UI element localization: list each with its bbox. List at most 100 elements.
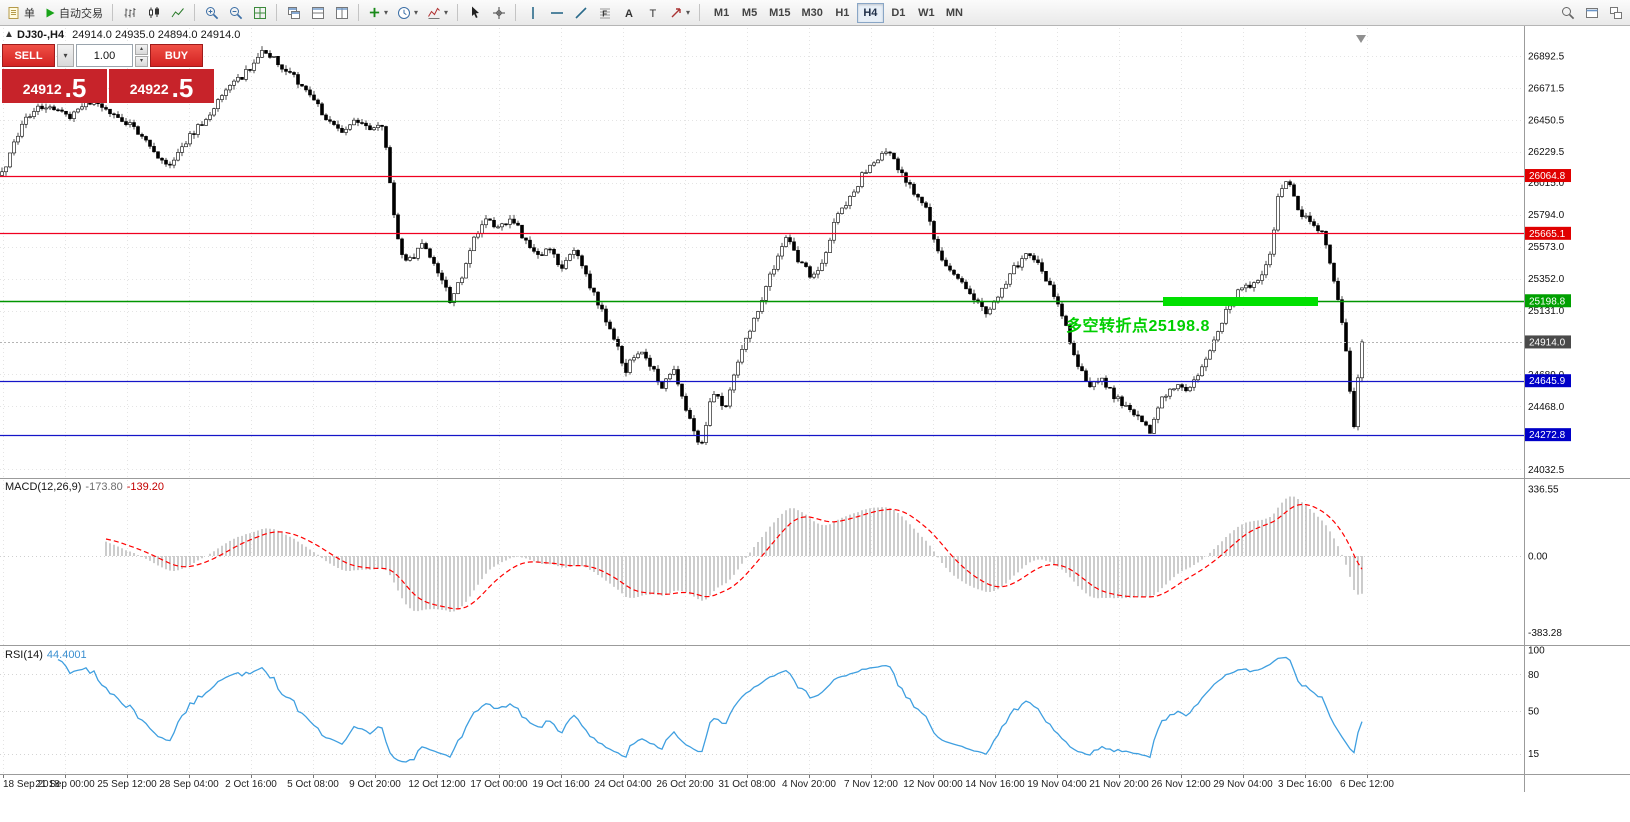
rsi-line <box>57 656 1363 763</box>
svg-text:21 Sep 00:00: 21 Sep 00:00 <box>35 779 95 790</box>
label-t-icon: T <box>649 8 656 20</box>
line-chart-button[interactable] <box>166 2 189 24</box>
line-chart-icon <box>171 7 184 17</box>
autotrading-button[interactable]: 自动交易 <box>40 2 107 24</box>
svg-text:24468.0: 24468.0 <box>1528 402 1565 413</box>
search-button[interactable] <box>1556 2 1579 24</box>
cascade-windows-button[interactable] <box>282 2 305 24</box>
tile-windows-button[interactable] <box>248 2 271 24</box>
turning-point-band[interactable] <box>1163 297 1318 306</box>
svg-text:100: 100 <box>1528 646 1545 657</box>
zoom-in-button[interactable] <box>200 2 223 24</box>
svg-text:80: 80 <box>1528 670 1540 681</box>
svg-text:24032.5: 24032.5 <box>1528 465 1565 476</box>
timeframe-h1[interactable]: H1 <box>829 3 856 23</box>
volume-dropdown-button[interactable]: ▾ <box>57 44 74 67</box>
volume-down-button[interactable]: ▾ <box>135 56 148 67</box>
crosshair-button[interactable] <box>487 2 510 24</box>
timeframe-d1[interactable]: D1 <box>885 3 912 23</box>
svg-text:T: T <box>649 8 656 20</box>
svg-text:24272.8: 24272.8 <box>1529 430 1566 441</box>
svg-text:A: A <box>625 8 633 20</box>
volume-up-button[interactable]: ▴ <box>135 44 148 55</box>
svg-text:25198.8: 25198.8 <box>1529 296 1566 307</box>
dropdown-caret-icon: ▾ <box>686 7 691 17</box>
price-badge-24645.9: 24645.9 <box>1525 374 1571 388</box>
horizontal-line-icon <box>550 11 563 14</box>
bar-chart-button[interactable] <box>118 2 141 24</box>
price-axis[interactable]: 26892.5 26671.5 26450.5 26229.5 26015.0 25794… <box>1525 51 1571 760</box>
horizontal-levels[interactable] <box>0 175 1524 437</box>
tile-vertical-button[interactable] <box>330 2 353 24</box>
timeframe-m1[interactable]: M1 <box>708 3 735 23</box>
svg-text:-383.28: -383.28 <box>1528 628 1562 639</box>
timeframe-m30[interactable]: M30 <box>796 3 827 23</box>
rsi-name: RSI(14) <box>5 649 43 661</box>
new-order-button[interactable]: 单 <box>3 2 39 24</box>
tile-horizontal-icon <box>311 6 324 19</box>
chart-shift-marker-icon[interactable] <box>1356 35 1366 43</box>
toolbar-separator <box>358 4 359 21</box>
buy-button[interactable]: BUY <box>150 44 203 67</box>
new-window-button[interactable] <box>1580 2 1603 24</box>
buy-price[interactable]: 24922 .5 <box>109 69 214 103</box>
autotrading-label: 自动交易 <box>59 7 103 20</box>
svg-text:6 Dec 12:00: 6 Dec 12:00 <box>1340 779 1394 790</box>
svg-text:26064.8: 26064.8 <box>1529 171 1566 182</box>
turning-point-annotation: 多空转折点25198.8 <box>1066 318 1210 335</box>
sell-button[interactable]: SELL <box>2 44 55 67</box>
svg-text:24914.0: 24914.0 <box>1529 337 1566 348</box>
svg-text:9 Oct 20:00: 9 Oct 20:00 <box>349 779 401 790</box>
svg-text:31 Oct 08:00: 31 Oct 08:00 <box>718 779 776 790</box>
svg-text:21 Nov 20:00: 21 Nov 20:00 <box>1089 779 1149 790</box>
arrange-windows-icon <box>1609 6 1622 19</box>
timeframe-m15[interactable]: M15 <box>764 3 795 23</box>
fibonacci-tool-button[interactable]: F <box>593 2 616 24</box>
svg-text:2 Oct 16:00: 2 Oct 16:00 <box>225 779 277 790</box>
one-click-panel-toggle[interactable]: ▲ <box>4 29 14 40</box>
label-tool-button[interactable]: T <box>641 2 664 24</box>
cursor-icon <box>471 6 479 18</box>
toolbar-separator <box>699 4 701 21</box>
symbol-period-label: DJ30-,H4 <box>17 29 65 41</box>
cursor-button[interactable] <box>463 2 486 24</box>
text-tool-button[interactable]: A <box>617 2 640 24</box>
sell-price[interactable]: 24912 .5 <box>2 69 107 103</box>
new-chart-plus-icon <box>369 7 380 18</box>
horizontal-line-tool-button[interactable] <box>545 2 568 24</box>
shapes-tool-button[interactable]: ▾ <box>665 2 694 24</box>
timeframe-h4[interactable]: H4 <box>856 2 884 23</box>
buy-price-frac: .5 <box>171 73 194 103</box>
macd-value-main: -173.80 <box>85 481 123 493</box>
timeframe-mn[interactable]: MN <box>941 3 968 23</box>
arrange-windows-button[interactable] <box>1604 2 1627 24</box>
timeframe-w1[interactable]: W1 <box>913 3 940 23</box>
indicators-button[interactable]: ▾ <box>423 2 452 24</box>
tile-horizontal-button[interactable] <box>306 2 329 24</box>
period-button[interactable]: ▾ <box>393 2 422 24</box>
svg-text:28 Sep 04:00: 28 Sep 04:00 <box>159 779 219 790</box>
dropdown-caret-icon: ▾ <box>444 7 449 17</box>
panel-separators[interactable] <box>0 26 1630 792</box>
tile-windows-icon <box>253 6 266 19</box>
zoom-out-button[interactable] <box>224 2 247 24</box>
candlestick-chart-button[interactable] <box>142 2 165 24</box>
svg-text:F: F <box>602 9 607 18</box>
new-order-label: 单 <box>24 7 35 20</box>
timeframe-m5[interactable]: M5 <box>736 3 763 23</box>
zoom-out-icon <box>229 6 242 19</box>
volume-spinner: ▴ ▾ <box>135 44 148 67</box>
macd-signal-line <box>105 503 1363 610</box>
svg-text:26450.5: 26450.5 <box>1528 115 1565 126</box>
volume-input[interactable] <box>76 44 133 67</box>
arrow-shape-icon <box>671 7 681 17</box>
svg-text:26 Oct 20:00: 26 Oct 20:00 <box>656 779 714 790</box>
new-chart-button[interactable]: ▾ <box>364 2 392 24</box>
svg-text:25 Sep 12:00: 25 Sep 12:00 <box>97 779 157 790</box>
chart-grid <box>0 28 1524 773</box>
svg-text:0.00: 0.00 <box>1528 552 1548 563</box>
vertical-line-tool-button[interactable] <box>521 2 544 24</box>
trendline-tool-button[interactable] <box>569 2 592 24</box>
